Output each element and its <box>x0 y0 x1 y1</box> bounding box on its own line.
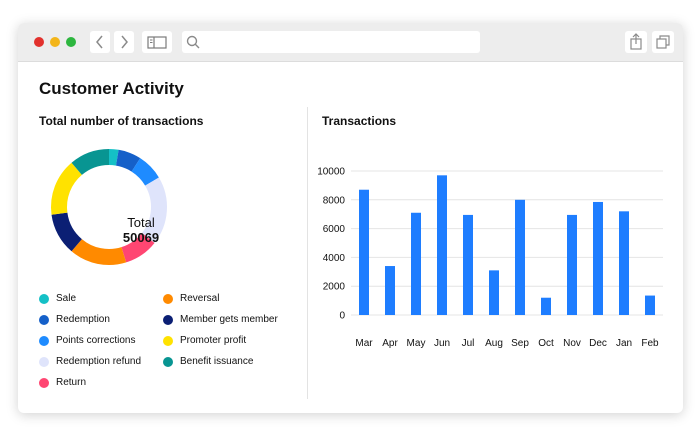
bar-chart-title: Transactions <box>322 114 397 128</box>
bar-sep <box>515 199 525 315</box>
donut-total-label: Total <box>127 215 155 230</box>
bar-jan <box>619 211 629 315</box>
donut-slice-redemption <box>115 149 141 172</box>
bar-mar <box>359 189 369 315</box>
legend-swatch <box>39 378 49 388</box>
legend-label: Redemption refund <box>56 356 142 367</box>
panel-divider <box>307 107 308 399</box>
donut-slice-benefit-issuance <box>71 149 110 176</box>
donut-slice-points-corrections <box>131 158 159 186</box>
forward-button[interactable] <box>114 31 134 53</box>
maximize-window-button[interactable] <box>66 37 76 47</box>
browser-window: Customer Activity Total number of transa… <box>18 23 683 413</box>
tabs-icon <box>656 35 670 49</box>
x-tick-label: Aug <box>485 338 503 349</box>
y-tick-label: 8000 <box>323 195 346 206</box>
share-button[interactable] <box>625 31 647 53</box>
x-tick-label: May <box>407 338 426 349</box>
chevron-left-icon <box>96 35 103 49</box>
page-title: Customer Activity <box>39 79 184 98</box>
x-tick-label: Apr <box>382 338 398 349</box>
legend-label: Benefit issuance <box>180 356 254 367</box>
legend-swatch <box>163 294 173 304</box>
donut-slice-redemption-refund <box>141 177 167 243</box>
donut-total: Total 50069 <box>111 215 171 245</box>
sidebar-toggle-button[interactable] <box>142 31 172 53</box>
legend-label: Member gets member <box>180 314 278 325</box>
x-tick-label: Mar <box>355 338 373 349</box>
legend-swatch <box>39 315 49 325</box>
x-tick-label: Nov <box>563 338 581 349</box>
legend-label: Return <box>56 377 87 388</box>
y-tick-label: 0 <box>339 311 345 322</box>
share-icon <box>630 33 642 50</box>
x-tick-label: Jun <box>434 338 450 349</box>
browser-toolbar <box>18 23 683 62</box>
donut-slice-member-gets-member <box>51 212 83 252</box>
legend-label: Points corrections <box>56 335 136 346</box>
address-bar[interactable] <box>182 31 480 53</box>
transactions-donut-chart <box>51 149 167 265</box>
x-tick-label: Jan <box>616 338 632 349</box>
legend-swatch <box>39 294 49 304</box>
donut-total-value: 50069 <box>122 230 160 245</box>
search-icon <box>186 35 200 49</box>
x-tick-label: Sep <box>511 338 529 349</box>
legend-swatch <box>163 336 173 346</box>
back-button[interactable] <box>90 31 110 53</box>
tabs-button[interactable] <box>652 31 674 53</box>
bar-oct <box>541 297 551 315</box>
x-tick-label: Dec <box>589 338 607 349</box>
bar-dec <box>593 201 603 315</box>
legend-label: Promoter profit <box>180 335 247 346</box>
donut-chart-title: Total number of transactions <box>39 114 204 128</box>
chevron-right-icon <box>121 35 128 49</box>
x-tick-label: Feb <box>641 338 659 349</box>
y-tick-label: 4000 <box>323 253 346 264</box>
bar-jul <box>463 214 473 315</box>
y-tick-label: 10000 <box>317 167 345 178</box>
legend-label: Redemption <box>56 314 110 325</box>
bar-jun <box>437 175 447 315</box>
donut-slice-promoter-profit <box>51 162 83 215</box>
legend-swatch <box>39 357 49 367</box>
bar-nov <box>567 214 577 315</box>
x-tick-label: Jul <box>462 338 475 349</box>
legend-swatch <box>163 357 173 367</box>
y-tick-label: 6000 <box>323 224 346 235</box>
bar-apr <box>385 266 395 315</box>
donut-slice-return <box>121 232 155 263</box>
x-tick-label: Oct <box>538 338 554 349</box>
bar-aug <box>489 270 499 315</box>
bar-feb <box>645 295 655 315</box>
legend-swatch <box>163 315 173 325</box>
transactions-bar-chart: 0 2000 4000 6000 8000 10000 Mar Apr May Jun Jul Aug… <box>317 167 663 349</box>
legend-label: Reversal <box>180 293 220 304</box>
y-tick-label: 2000 <box>323 282 346 293</box>
close-window-button[interactable] <box>34 37 44 47</box>
legend-swatch <box>39 336 49 346</box>
donut-slice-sale <box>108 149 119 166</box>
legend-label: Sale <box>56 293 77 304</box>
donut-slice-reversal <box>71 238 127 265</box>
minimize-window-button[interactable] <box>50 37 60 47</box>
bar-may <box>411 212 421 315</box>
sidebar-icon <box>147 36 167 49</box>
